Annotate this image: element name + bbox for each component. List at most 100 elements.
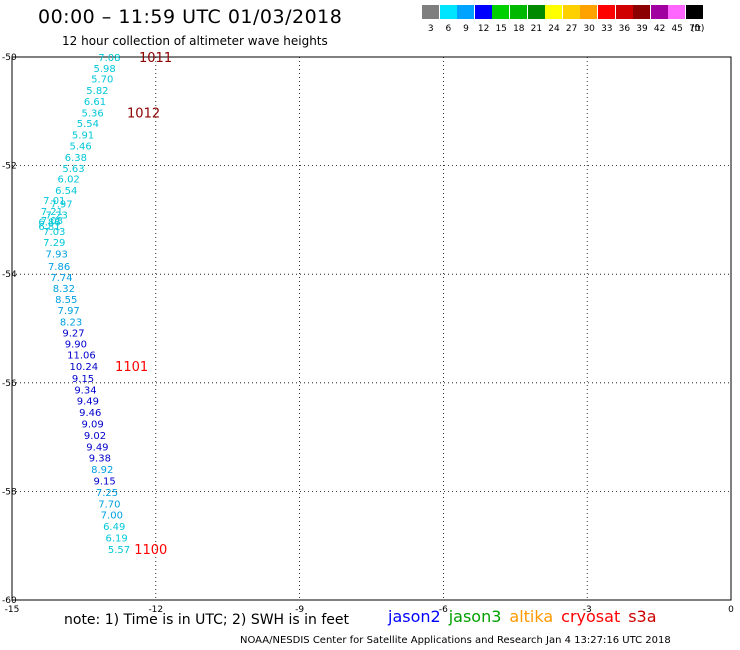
swh-value-label: 7.00 bbox=[101, 511, 123, 522]
scale-label: 3 bbox=[427, 24, 434, 34]
scale-swatch bbox=[439, 5, 457, 19]
y-tick-label: -54 bbox=[2, 270, 17, 280]
swh-value-label: 9.02 bbox=[84, 431, 106, 442]
scale-label: 42 bbox=[653, 24, 666, 34]
scale-swatch bbox=[668, 5, 686, 19]
scale-swatch bbox=[457, 5, 475, 19]
swh-value-label: 5.70 bbox=[91, 75, 113, 86]
scale-label: 6 bbox=[445, 24, 452, 34]
scale-label: 12 bbox=[477, 24, 490, 34]
scale-label: 9 bbox=[463, 24, 469, 34]
swh-value-label: 5.46 bbox=[70, 142, 92, 153]
x-tick-label: 0 bbox=[728, 605, 734, 615]
swh-value-label: 5.36 bbox=[82, 108, 104, 119]
swh-value-label: 11.06 bbox=[67, 351, 96, 362]
y-tick-label: -50 bbox=[2, 53, 17, 63]
swh-value-label: 9.15 bbox=[72, 374, 94, 385]
x-tick-label: -6 bbox=[439, 605, 448, 615]
plot-frame bbox=[11, 56, 732, 601]
swh-value-label: 6.38 bbox=[65, 153, 87, 164]
scale-swatch bbox=[598, 5, 615, 19]
scale-label: 18 bbox=[513, 24, 525, 34]
swh-value-label: 6.86 bbox=[38, 218, 60, 229]
x-tick-label: -15 bbox=[5, 605, 20, 615]
swh-value-label: 6.54 bbox=[55, 186, 77, 197]
scale-swatch bbox=[474, 5, 492, 19]
scale-unit: (ft) bbox=[690, 24, 705, 34]
swh-value-label: 7.97 bbox=[50, 200, 72, 211]
scale-label: 45 bbox=[671, 24, 683, 34]
swh-value-label: 6.02 bbox=[58, 175, 80, 186]
mission-jason2: jason2 bbox=[388, 607, 441, 626]
time-label: 1101 bbox=[115, 360, 148, 375]
scale-label: 36 bbox=[618, 24, 631, 34]
swh-value-label: 6.81 bbox=[38, 222, 60, 233]
scale-label: 24 bbox=[548, 24, 560, 34]
mission-jason3: jason3 bbox=[448, 607, 502, 626]
scale-swatch bbox=[527, 5, 545, 19]
swh-value-label: 8.32 bbox=[53, 284, 75, 295]
x-tick-label: -9 bbox=[295, 605, 304, 615]
y-tick-label: -52 bbox=[2, 162, 17, 172]
credits-line: NOAA/NESDIS Center for Satellite Applica… bbox=[240, 635, 671, 646]
swh-value-label: 5.57 bbox=[108, 545, 130, 556]
time-label: 1100 bbox=[134, 543, 167, 558]
swh-value-label: 7.74 bbox=[50, 273, 72, 284]
swh-value-label: 7.25 bbox=[96, 488, 118, 499]
swh-value-label: 7.08 bbox=[98, 53, 120, 64]
swh-value-label: 6.49 bbox=[103, 522, 125, 533]
swh-value-label: 7.97 bbox=[58, 306, 80, 317]
swh-value-label: 9.09 bbox=[82, 420, 104, 431]
swh-value-label: 9.49 bbox=[86, 442, 108, 453]
scale-label: 27 bbox=[565, 24, 578, 34]
scale-swatch bbox=[580, 5, 598, 19]
swh-value-label: 7.08 bbox=[41, 216, 63, 227]
swh-value-label: 5.82 bbox=[86, 86, 108, 97]
swh-value-label: 5.98 bbox=[93, 64, 115, 75]
swh-value-label: 7.93 bbox=[46, 250, 68, 261]
y-tick-label: -56 bbox=[2, 379, 17, 389]
mission-s3a: s3a bbox=[628, 607, 657, 626]
swh-value-label: 9.46 bbox=[79, 408, 101, 419]
swh-value-label: 8.55 bbox=[55, 295, 77, 306]
scale-swatch bbox=[492, 5, 510, 19]
swh-value-label: 7.01 bbox=[43, 196, 65, 207]
swh-value-label: 6.19 bbox=[105, 534, 127, 545]
swh-value-label: 7.70 bbox=[98, 499, 120, 510]
swh-value-label: 5.91 bbox=[72, 131, 94, 142]
mission-legend: jason2 jason3 altika cryosat s3a bbox=[388, 607, 665, 626]
swh-value-label: 7.29 bbox=[43, 238, 65, 249]
scale-swatch bbox=[615, 5, 633, 19]
scale-label: 39 bbox=[636, 24, 648, 34]
swh-value-label: 8.92 bbox=[91, 465, 113, 476]
time-label: 1011 bbox=[139, 51, 172, 66]
scale-label: 33 bbox=[601, 24, 613, 34]
time-label: 1012 bbox=[127, 106, 160, 121]
y-tick-label: -58 bbox=[2, 487, 17, 497]
swh-value-label: 5.54 bbox=[77, 119, 99, 130]
swh-value-label: 7.03 bbox=[43, 227, 65, 238]
swh-value-label: 7.23 bbox=[46, 210, 68, 221]
scale-swatch bbox=[545, 5, 563, 19]
mission-cryosat: cryosat bbox=[561, 607, 621, 626]
swh-value-label: 10.24 bbox=[70, 362, 99, 373]
swh-value-label: 9.49 bbox=[77, 397, 99, 408]
scale-label: 21 bbox=[530, 24, 543, 34]
x-tick-label: -12 bbox=[148, 605, 163, 615]
scale-swatch bbox=[633, 5, 651, 19]
swh-value-label: 8.23 bbox=[60, 317, 82, 328]
scale-swatch bbox=[562, 5, 580, 19]
scale-label: 15 bbox=[495, 24, 507, 34]
scale-label: 70 bbox=[689, 24, 701, 34]
scale-swatch bbox=[510, 5, 527, 19]
swh-value-label: 7.21 bbox=[41, 207, 63, 218]
swh-value-label: 5.63 bbox=[62, 164, 84, 175]
scale-swatch bbox=[686, 5, 703, 19]
y-tick-label: -60 bbox=[2, 596, 17, 606]
swh-value-label: 7.86 bbox=[48, 262, 70, 273]
swh-value-label: 6.61 bbox=[84, 97, 106, 108]
scale-swatch bbox=[422, 5, 439, 19]
x-tick-label: -3 bbox=[583, 605, 592, 615]
units-note: note: 1) Time is in UTC; 2) SWH is in fe… bbox=[64, 612, 350, 628]
